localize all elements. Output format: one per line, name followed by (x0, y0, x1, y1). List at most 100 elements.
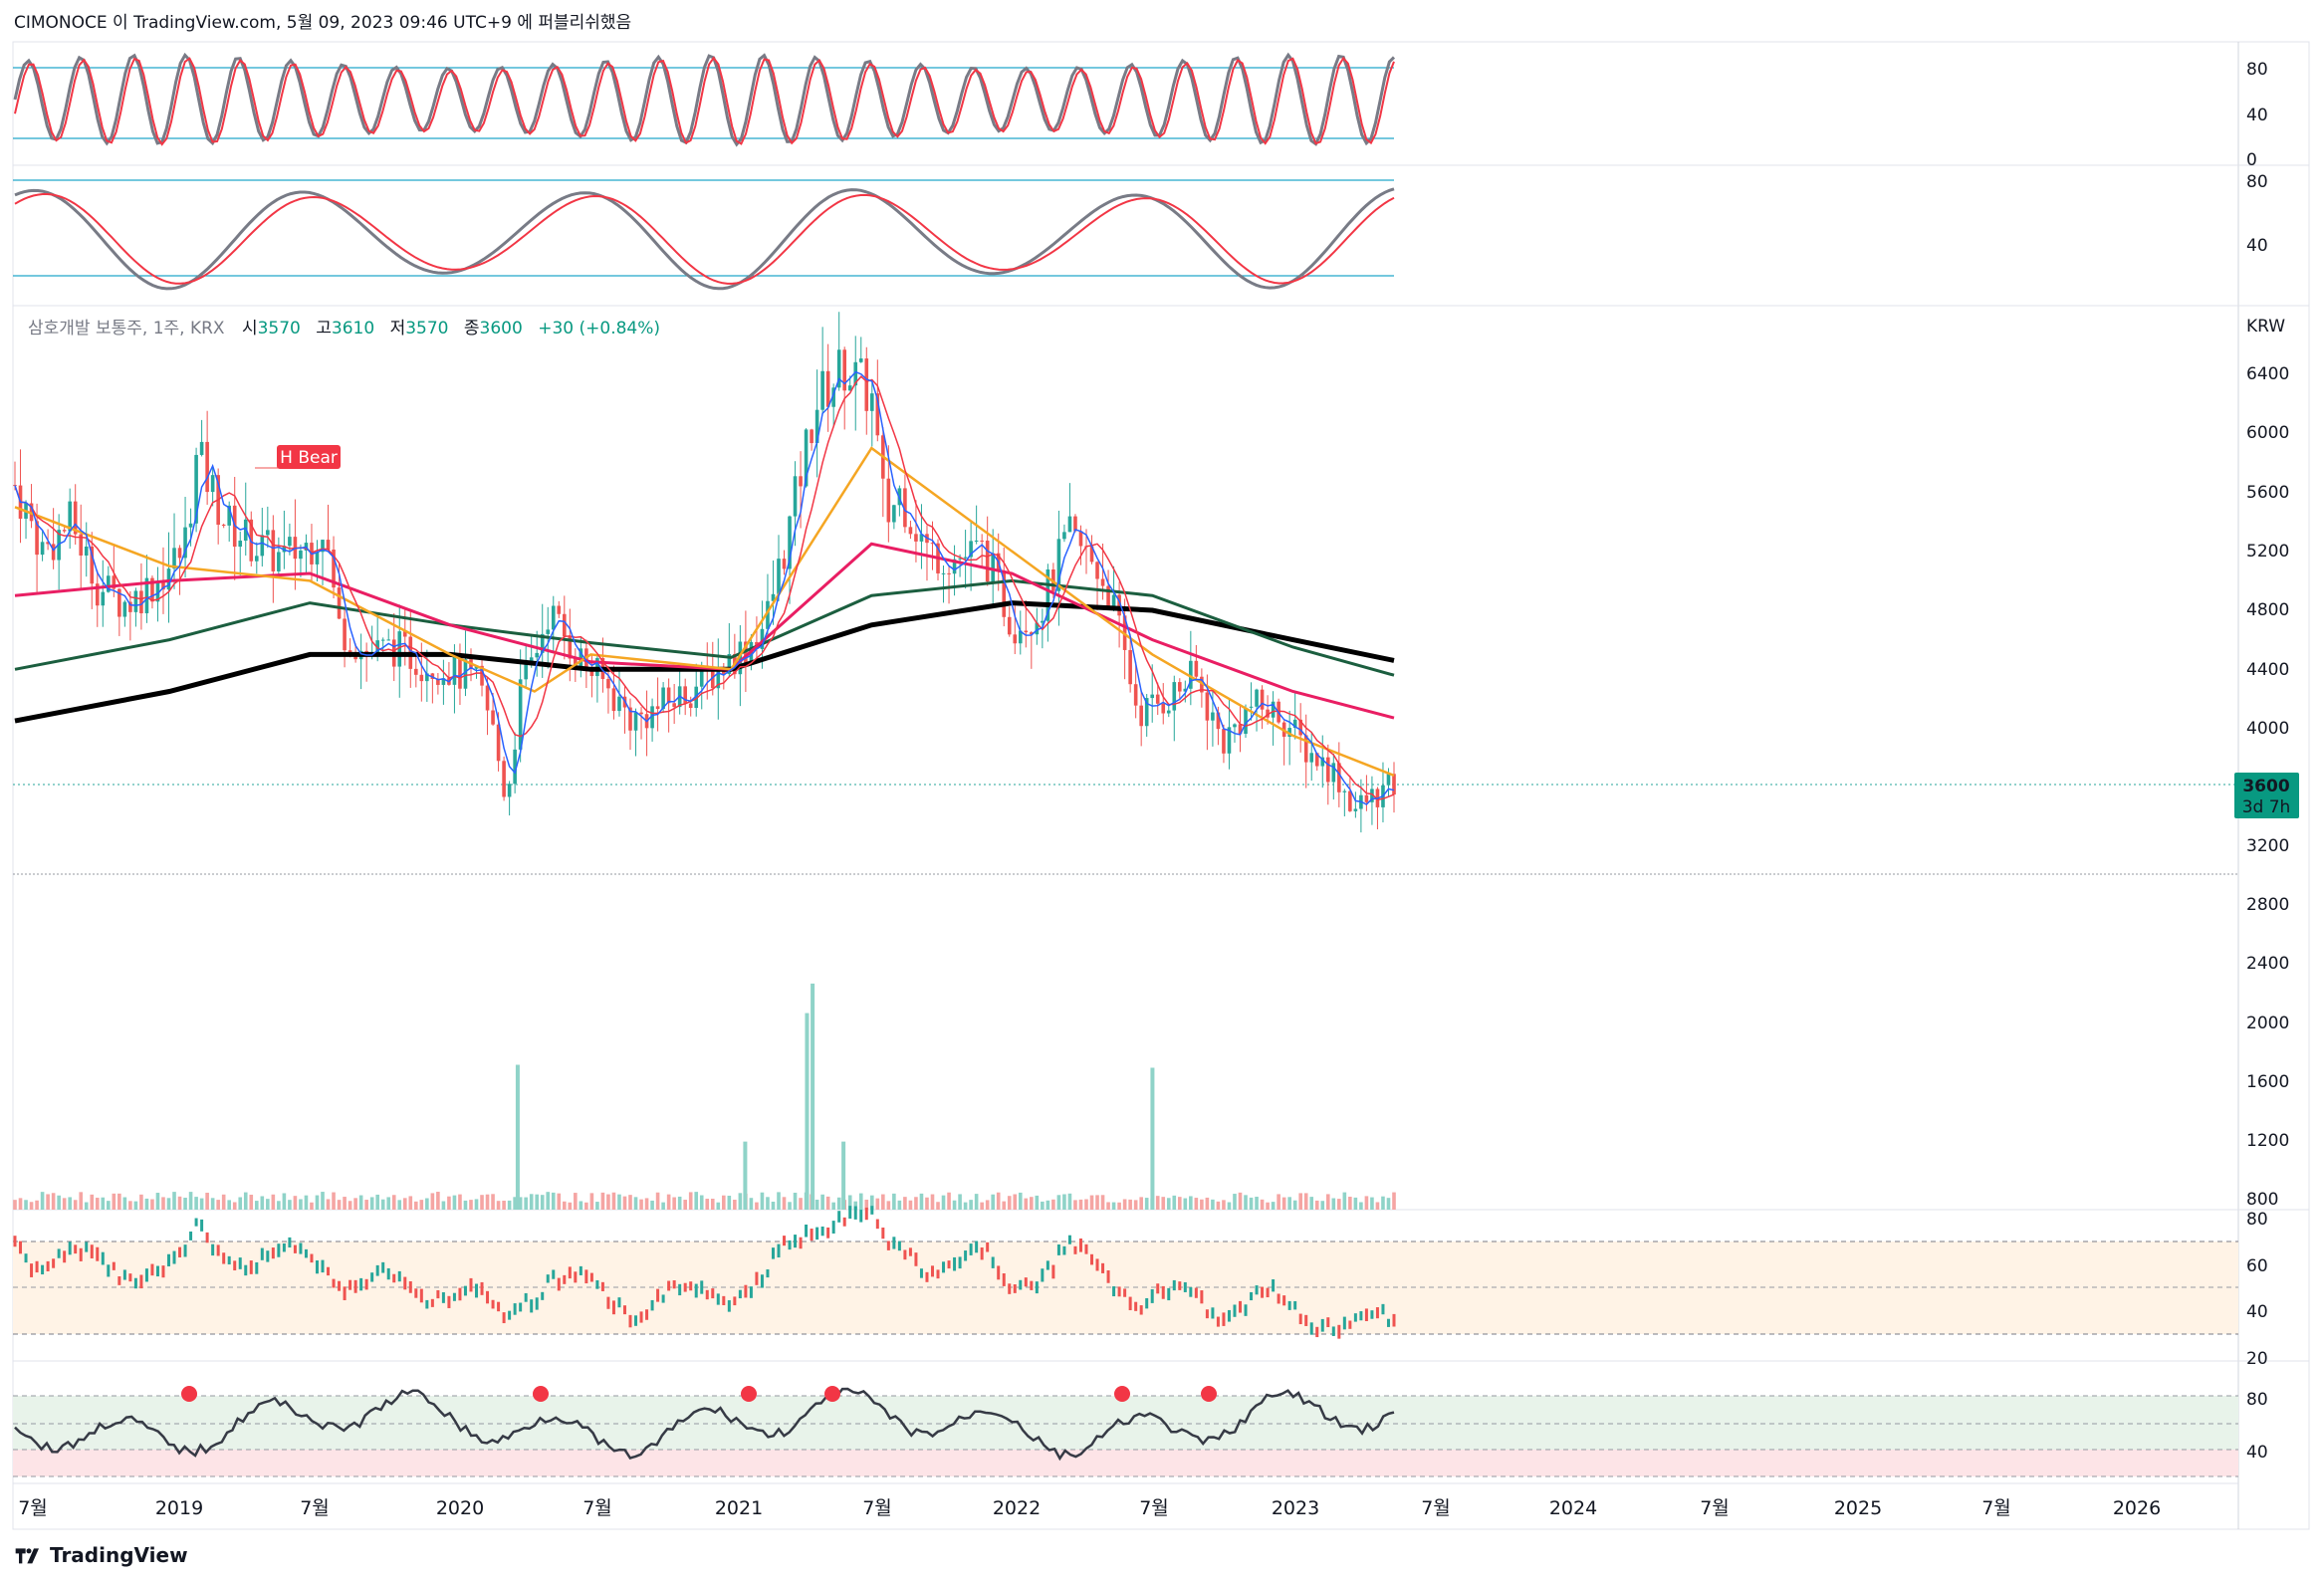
candle-body (1325, 757, 1330, 783)
rsi-candle (211, 1243, 215, 1256)
volume-bar (793, 1192, 798, 1210)
rsi-candle (1035, 1281, 1039, 1294)
volume-bar (892, 1193, 896, 1210)
rsi-candle (1084, 1243, 1088, 1254)
volume-bar (633, 1197, 638, 1210)
rsi-candle (491, 1299, 495, 1309)
rsi-candle (760, 1274, 764, 1288)
rsi-candle (700, 1280, 704, 1294)
candle-body (101, 591, 106, 606)
candle-body (183, 527, 187, 559)
candle-body (513, 749, 517, 785)
volume-bar (310, 1202, 314, 1210)
volume-bar (914, 1197, 918, 1210)
rsi-candle (1238, 1300, 1242, 1313)
time-label: 7월 (582, 1497, 612, 1519)
rsi-candle (1282, 1295, 1286, 1306)
rsi-candle (392, 1273, 396, 1283)
candle-body (1292, 719, 1297, 729)
candle-body (1194, 660, 1199, 677)
candle-body (122, 601, 127, 617)
volume-bar (463, 1200, 468, 1210)
rsi-candle (656, 1288, 660, 1302)
volume-bar (1018, 1192, 1023, 1210)
rsi-candle (1046, 1260, 1049, 1270)
rsi-candle (255, 1261, 259, 1274)
candle-body (139, 590, 143, 614)
candle-body (166, 568, 171, 590)
time-axis[interactable]: 7월 2019 7월 2020 7월 2021 7월 2022 7월 2023 … (18, 1497, 2161, 1519)
rsi-candle (183, 1244, 187, 1257)
volume-bar (188, 1192, 193, 1210)
price-tick: 5600 (2246, 483, 2289, 503)
candle-body (930, 543, 935, 545)
candle-body (436, 678, 440, 685)
candle-body (903, 488, 907, 528)
rsi-candle (216, 1244, 220, 1256)
osc-tick: 40 (2246, 1443, 2268, 1463)
candle-body (463, 659, 468, 689)
candle-body (282, 546, 287, 553)
candle-body (1255, 689, 1259, 707)
price-tick: 1600 (2246, 1072, 2289, 1092)
time-label: 2022 (993, 1497, 1041, 1519)
rsi-candle (282, 1242, 286, 1252)
rsi-candle (343, 1286, 347, 1300)
volume-bar (101, 1197, 106, 1210)
volume-bar (1041, 1201, 1045, 1210)
candle-body (73, 501, 78, 535)
rsi-candle (13, 1236, 17, 1247)
volume-bar (161, 1197, 165, 1210)
candle-body (1095, 562, 1099, 579)
volume-bar (540, 1195, 545, 1210)
rsi-candle (386, 1267, 390, 1280)
volume-bar (903, 1197, 907, 1210)
candle-body (458, 653, 462, 689)
volume-bar (710, 1199, 715, 1210)
rsi-candle (1167, 1287, 1171, 1301)
rsi-candle (530, 1299, 534, 1313)
candle-body (869, 393, 874, 411)
rsi-candle (513, 1303, 517, 1315)
volume-bar (1205, 1197, 1210, 1210)
rsi-candle (805, 1224, 809, 1238)
rsi-candle (458, 1287, 462, 1301)
high-label: 고 (316, 319, 332, 339)
candle-body (589, 668, 594, 677)
candle-body (650, 706, 654, 729)
volume-bar (1067, 1193, 1072, 1210)
price-axis[interactable]: 80 40 0 80 40 KRW 6400 6000 5600 5200 48… (2234, 60, 2299, 1463)
volume-bar (1238, 1192, 1243, 1210)
volume-bar (557, 1193, 562, 1210)
candle-body (1073, 516, 1077, 532)
rsi-candle (936, 1269, 940, 1279)
rsi-candle (408, 1280, 412, 1293)
rsi-candle (1266, 1287, 1270, 1298)
osc-signal-dot (824, 1386, 840, 1402)
rsi-candle (947, 1260, 951, 1269)
candle-body (1189, 660, 1193, 689)
osc-tick: 80 (2246, 1390, 2268, 1410)
rsi-candle (375, 1264, 379, 1276)
rsi-candle (150, 1263, 154, 1276)
tradingview-footer[interactable]: TradingView (14, 1543, 188, 1567)
rsi-candle (172, 1250, 176, 1264)
rsi-candle (628, 1314, 632, 1328)
candle-body (144, 577, 149, 614)
candle-body (380, 639, 385, 641)
rsi-candle (777, 1243, 781, 1258)
rsi-candle (639, 1311, 643, 1323)
candle-body (1041, 620, 1045, 623)
time-label: 7월 (300, 1497, 330, 1519)
candle-body (299, 550, 303, 560)
volume-bar (68, 1197, 72, 1210)
rsi-candle (288, 1237, 292, 1247)
volume-bar (386, 1197, 391, 1210)
volume-bar (611, 1192, 616, 1210)
candle-body (947, 572, 951, 574)
candle-body (188, 523, 193, 528)
volume-bar (836, 1197, 841, 1210)
volume-bar (985, 1200, 990, 1210)
rsi-candle (277, 1243, 281, 1257)
